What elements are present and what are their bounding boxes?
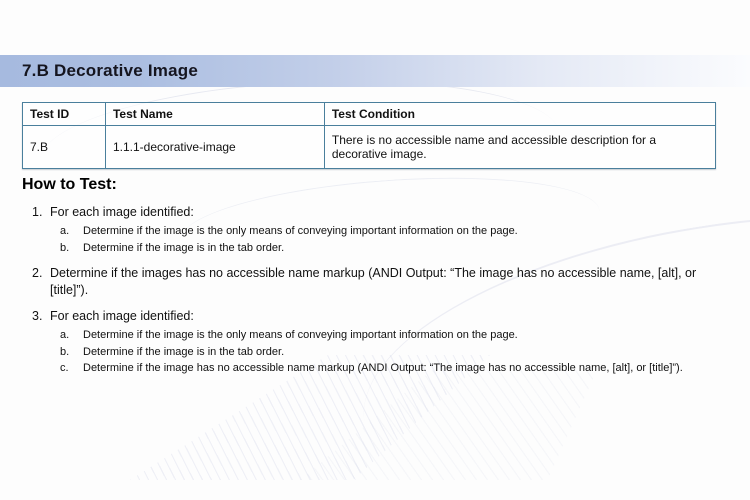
table-row: 7.B 1.1.1-decorative-image There is no a… — [22, 125, 717, 169]
step-number: 3. — [32, 309, 43, 323]
column-header-test-condition: Test Condition — [323, 102, 717, 126]
test-condition-table: Test ID Test Name Test Condition 7.B 1.1… — [22, 102, 717, 169]
substeps-list: a. Determine if the image is the only me… — [60, 327, 720, 377]
substeps-list: a. Determine if the image is the only me… — [60, 223, 720, 256]
step-text: Determine if the images has no accessibl… — [50, 266, 697, 297]
substep-letter: b. — [60, 241, 70, 254]
step-1: 1. For each image identified: a. Determi… — [32, 204, 732, 256]
substep-letter: a. — [60, 329, 70, 341]
step-text: For each image identified: — [50, 309, 194, 323]
substep-text: Determine if the image has no accessible… — [83, 362, 683, 374]
substep-letter: a. — [60, 225, 70, 237]
substep-3a: a. Determine if the image is the only me… — [60, 327, 720, 344]
step-2: 2. Determine if the images has no access… — [32, 265, 732, 299]
column-header-test-name: Test Name — [104, 102, 325, 126]
test-steps-list: 1. For each image identified: a. Determi… — [32, 204, 732, 386]
table-header-row: Test ID Test Name Test Condition — [22, 102, 717, 126]
substep-letter: b. — [60, 345, 70, 358]
cell-test-condition: There is no accessible name and accessib… — [323, 125, 717, 169]
cell-test-name: 1.1.1-decorative-image — [104, 125, 325, 169]
substep-1b: b. Determine if the image is in the tab … — [60, 240, 720, 257]
step-number: 1. — [32, 205, 43, 219]
substep-text: Determine if the image is in the tab ord… — [83, 345, 285, 358]
step-text: For each image identified: — [50, 205, 194, 219]
step-3: 3. For each image identified: a. Determi… — [32, 308, 732, 377]
substep-1a: a. Determine if the image is the only me… — [60, 223, 720, 240]
step-number: 2. — [32, 266, 43, 280]
substep-3b: b. Determine if the image is in the tab … — [60, 344, 720, 361]
substep-text: Determine if the image is the only means… — [83, 225, 518, 237]
how-to-test-heading: How to Test: — [22, 176, 117, 193]
substep-text: Determine if the image is in the tab ord… — [83, 241, 285, 254]
substep-3c: c. Determine if the image has no accessi… — [60, 360, 720, 377]
section-header-banner: 7.B Decorative Image — [0, 55, 750, 87]
substep-text: Determine if the image is the only means… — [83, 329, 518, 341]
page-title: 7.B Decorative Image — [22, 61, 198, 80]
cell-test-id: 7.B — [22, 125, 106, 169]
column-header-test-id: Test ID — [22, 102, 106, 126]
substep-letter: c. — [60, 362, 69, 374]
